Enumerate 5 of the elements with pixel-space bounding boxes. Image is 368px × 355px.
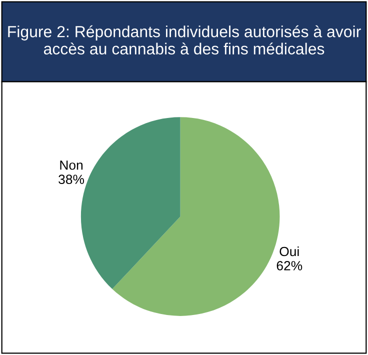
slice-label: Non bbox=[60, 160, 83, 170]
data-label: 62% bbox=[276, 261, 302, 270]
chart-title: Figure 2: Répondants individuels autorisés à avoir accès au cannabis à des fins médicales bbox=[8, 25, 361, 55]
data-label: 38% bbox=[58, 174, 84, 184]
slice-label: Oui bbox=[280, 246, 299, 256]
